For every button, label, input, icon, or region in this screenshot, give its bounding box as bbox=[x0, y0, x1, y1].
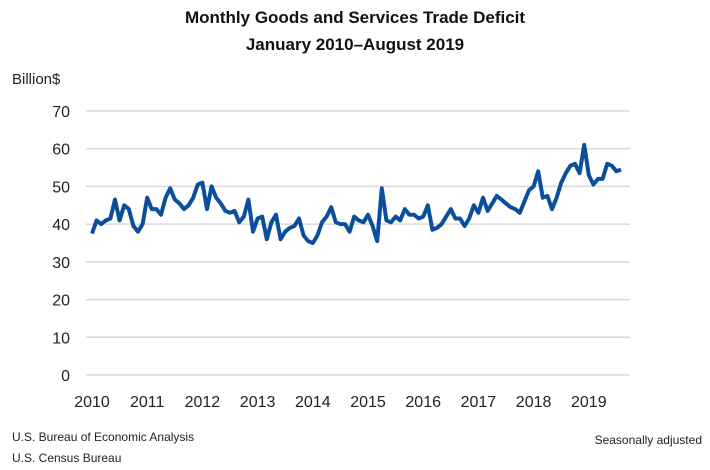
y-tick-label: 50 bbox=[52, 179, 70, 196]
y-tick-label: 60 bbox=[52, 142, 70, 159]
y-tick-label: 0 bbox=[61, 368, 70, 385]
x-tick-label: 2018 bbox=[516, 394, 552, 411]
x-tick-label: 2011 bbox=[130, 394, 165, 411]
x-tick-label: 2013 bbox=[240, 394, 276, 411]
x-tick-label: 2016 bbox=[405, 394, 441, 411]
y-tick-label: 70 bbox=[52, 104, 70, 121]
x-tick-label: 2017 bbox=[461, 394, 497, 411]
source-census: U.S. Census Bureau bbox=[12, 451, 122, 465]
x-tick-label: 2012 bbox=[185, 394, 221, 411]
y-tick-label: 30 bbox=[52, 255, 70, 272]
y-tick-label: 10 bbox=[52, 330, 70, 347]
y-axis-label: Billion$ bbox=[12, 71, 61, 88]
seasonally-adjusted-note: Seasonally adjusted bbox=[594, 433, 702, 447]
x-tick-label: 2014 bbox=[295, 394, 331, 411]
y-tick-label: 40 bbox=[52, 217, 70, 234]
x-tick-label: 2010 bbox=[74, 394, 110, 411]
chart-title: Monthly Goods and Services Trade Deficit bbox=[184, 8, 526, 27]
x-tick-label: 2015 bbox=[350, 394, 386, 411]
y-tick-label: 20 bbox=[52, 293, 70, 310]
trade-deficit-line bbox=[90, 142, 622, 245]
source-bea: U.S. Bureau of Economic Analysis bbox=[12, 430, 195, 444]
x-tick-label: 2019 bbox=[571, 394, 607, 411]
chart-subtitle: January 2010–August 2019 bbox=[245, 35, 465, 54]
